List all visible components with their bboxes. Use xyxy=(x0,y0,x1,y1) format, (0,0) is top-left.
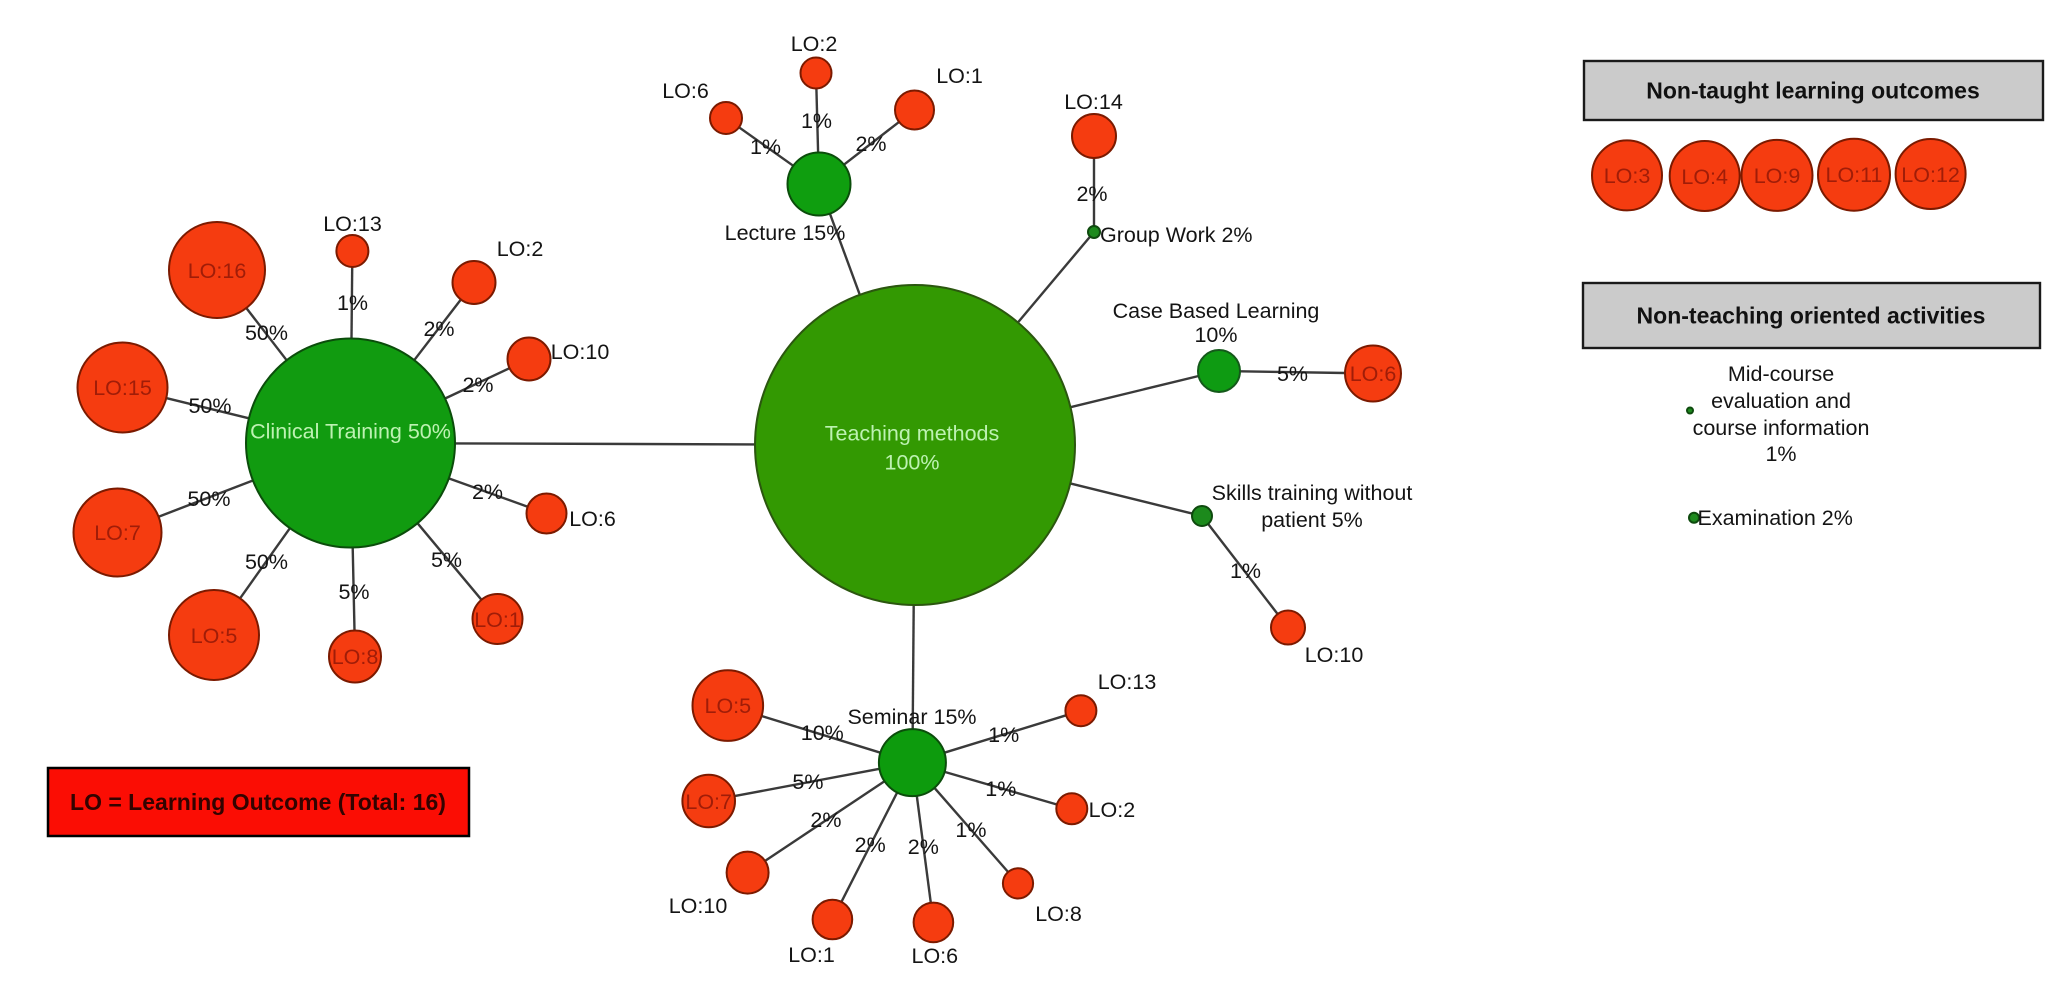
svg-text:LO:14: LO:14 xyxy=(1064,90,1123,114)
svg-text:Non-teaching oriented activiti: Non-teaching oriented activities xyxy=(1637,303,1986,329)
svg-text:LO:10: LO:10 xyxy=(1305,643,1364,667)
svg-text:Skills training without: Skills training without xyxy=(1212,481,1413,505)
svg-text:Case Based Learning: Case Based Learning xyxy=(1113,299,1320,323)
svg-text:1%: 1% xyxy=(988,723,1019,747)
svg-text:LO:2: LO:2 xyxy=(497,237,544,261)
svg-text:50%: 50% xyxy=(188,394,231,418)
svg-text:LO:1: LO:1 xyxy=(474,608,521,632)
svg-text:LO:6: LO:6 xyxy=(1350,362,1397,386)
svg-text:50%: 50% xyxy=(187,487,230,511)
svg-text:LO:13: LO:13 xyxy=(323,212,382,236)
svg-text:1%: 1% xyxy=(985,777,1016,801)
svg-text:LO:13: LO:13 xyxy=(1098,670,1157,694)
svg-text:Teaching methods: Teaching methods xyxy=(825,422,1000,446)
svg-text:1%: 1% xyxy=(801,109,832,133)
svg-text:LO:5: LO:5 xyxy=(191,624,238,648)
svg-text:Clinical Training 50%: Clinical Training 50% xyxy=(250,420,451,444)
svg-text:LO:2: LO:2 xyxy=(1089,798,1136,822)
svg-text:LO:4: LO:4 xyxy=(1681,165,1728,189)
svg-text:LO:7: LO:7 xyxy=(94,521,141,545)
svg-text:LO:2: LO:2 xyxy=(791,32,838,56)
svg-text:10%: 10% xyxy=(1194,323,1237,347)
svg-text:LO:6: LO:6 xyxy=(569,507,616,531)
svg-text:LO:8: LO:8 xyxy=(332,645,379,669)
svg-text:2%: 2% xyxy=(855,833,886,857)
svg-text:5%: 5% xyxy=(792,770,823,794)
svg-text:Lecture 15%: Lecture 15% xyxy=(725,221,846,245)
svg-text:50%: 50% xyxy=(245,321,288,345)
svg-text:course information: course information xyxy=(1693,416,1870,440)
svg-text:LO:11: LO:11 xyxy=(1826,163,1883,187)
svg-text:2%: 2% xyxy=(855,132,886,156)
svg-text:Mid-course: Mid-course xyxy=(1728,362,1834,386)
svg-text:2%: 2% xyxy=(1076,182,1107,206)
svg-text:2%: 2% xyxy=(462,373,493,397)
svg-text:LO:6: LO:6 xyxy=(662,79,709,103)
svg-text:10%: 10% xyxy=(801,721,844,745)
svg-text:1%: 1% xyxy=(955,818,986,842)
svg-text:5%: 5% xyxy=(338,580,369,604)
svg-text:2%: 2% xyxy=(810,808,841,832)
svg-text:100%: 100% xyxy=(885,451,940,475)
svg-text:1%: 1% xyxy=(1230,559,1261,583)
svg-text:LO:6: LO:6 xyxy=(911,944,958,968)
svg-text:Group Work 2%: Group Work 2% xyxy=(1100,223,1253,247)
svg-text:2%: 2% xyxy=(472,480,503,504)
svg-text:LO:3: LO:3 xyxy=(1604,164,1651,188)
svg-text:Non-taught learning outcomes: Non-taught learning outcomes xyxy=(1646,78,1980,104)
svg-text:LO:10: LO:10 xyxy=(669,894,728,918)
svg-text:2%: 2% xyxy=(423,317,454,341)
svg-text:Examination 2%: Examination 2% xyxy=(1698,506,1853,530)
svg-text:5%: 5% xyxy=(431,548,462,572)
svg-text:1%: 1% xyxy=(750,135,781,159)
svg-text:LO:8: LO:8 xyxy=(1035,902,1082,926)
svg-text:Seminar 15%: Seminar 15% xyxy=(847,705,976,729)
svg-text:LO:7: LO:7 xyxy=(685,790,732,814)
svg-text:LO:10: LO:10 xyxy=(551,340,610,364)
svg-text:5%: 5% xyxy=(1277,362,1308,386)
svg-text:2%: 2% xyxy=(908,835,939,859)
svg-text:LO:12: LO:12 xyxy=(1901,163,1960,187)
svg-text:evaluation and: evaluation and xyxy=(1711,389,1851,413)
svg-text:LO:9: LO:9 xyxy=(1754,164,1801,188)
svg-text:LO:1: LO:1 xyxy=(936,64,983,88)
svg-text:patient 5%: patient 5% xyxy=(1261,508,1363,532)
svg-text:1%: 1% xyxy=(337,291,368,315)
svg-text:LO:16: LO:16 xyxy=(188,259,247,283)
svg-text:LO:15: LO:15 xyxy=(93,376,152,400)
svg-text:50%: 50% xyxy=(245,550,288,574)
svg-text:LO:1: LO:1 xyxy=(788,943,835,967)
svg-text:LO = Learning Outcome (Total:: LO = Learning Outcome (Total: 16) xyxy=(70,789,446,815)
svg-text:1%: 1% xyxy=(1765,442,1796,466)
svg-text:LO:5: LO:5 xyxy=(704,694,751,718)
